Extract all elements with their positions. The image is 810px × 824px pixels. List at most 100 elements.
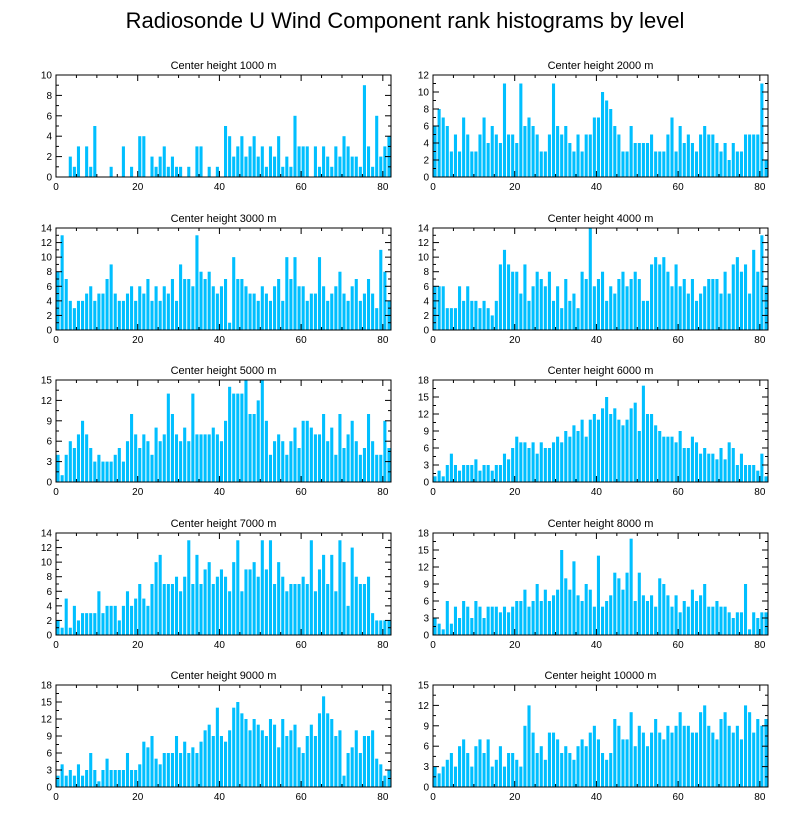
histogram-bar: [244, 286, 248, 330]
y-tick-label: 6: [423, 444, 429, 455]
histogram-bar: [162, 146, 166, 177]
histogram-bar: [760, 612, 764, 635]
histogram-bar: [228, 386, 232, 482]
x-tick-label: 40: [591, 640, 603, 651]
y-tick-label: 15: [418, 546, 430, 557]
histogram-bar: [645, 143, 650, 177]
histogram-bar: [240, 136, 244, 177]
histogram-bar: [305, 146, 309, 177]
histogram-bar: [273, 286, 277, 330]
histogram-bar: [281, 300, 285, 330]
histogram-bar: [458, 618, 462, 635]
histogram-bar: [72, 308, 76, 330]
histogram-bar: [183, 741, 187, 787]
histogram-bar: [179, 264, 183, 330]
y-tick-label: 0: [46, 326, 52, 337]
histogram-bar: [462, 465, 466, 482]
histogram-bar: [248, 569, 252, 635]
histogram-bar: [322, 286, 326, 330]
histogram-bar: [723, 712, 727, 787]
histogram-bar: [236, 146, 240, 177]
histogram-bar: [162, 434, 166, 482]
histogram-bar: [445, 759, 449, 787]
histogram-bar: [317, 166, 322, 177]
histogram-bar: [121, 770, 125, 787]
y-tick-label: 0: [46, 478, 52, 489]
x-tick-label: 80: [377, 640, 389, 651]
histogram-bar: [199, 434, 203, 482]
histogram-bar: [154, 562, 158, 635]
histogram-bar: [507, 459, 511, 482]
histogram-bar: [56, 454, 60, 482]
histogram-bar: [228, 591, 232, 635]
histogram-bar: [203, 730, 207, 787]
histogram-bar: [236, 393, 240, 482]
histogram-bar: [248, 146, 252, 177]
histogram-bar: [146, 279, 150, 330]
histogram-bar: [731, 448, 735, 482]
histogram-bar: [560, 308, 564, 330]
histogram-bar: [743, 705, 748, 787]
histogram-bar: [252, 414, 256, 482]
histogram-bar: [494, 759, 498, 787]
histogram-bar: [576, 746, 580, 787]
histogram-bar: [72, 448, 76, 482]
y-tick-label: 12: [41, 396, 53, 407]
histogram-bar: [662, 584, 666, 635]
histogram-bar: [268, 454, 273, 482]
histogram-bar: [166, 753, 170, 787]
histogram-bar: [625, 419, 629, 482]
histogram-bar: [699, 453, 703, 482]
histogram-bar: [375, 454, 379, 482]
x-tick-label: 80: [754, 792, 766, 803]
histogram-bar: [199, 146, 203, 177]
histogram-bar: [187, 753, 191, 787]
histogram-bar: [490, 315, 494, 330]
histogram-bar: [686, 293, 690, 330]
histogram-bar: [494, 300, 498, 330]
histogram-bar: [743, 264, 748, 330]
histogram-bar: [580, 151, 584, 177]
histogram-bar: [162, 286, 166, 330]
histogram-bar: [625, 151, 629, 177]
histogram-bar: [174, 434, 179, 482]
histogram-bar: [93, 126, 97, 177]
histogram-bar: [498, 746, 502, 787]
y-tick-label: 3: [46, 766, 52, 777]
histogram-bar: [478, 739, 482, 787]
histogram-bar: [170, 414, 174, 482]
histogram-bar: [502, 453, 507, 482]
y-tick-label: 4: [423, 296, 429, 307]
histogram-bar: [121, 146, 125, 177]
histogram-bar: [470, 465, 474, 482]
histogram-bar: [670, 286, 674, 330]
histogram-bar: [719, 151, 723, 177]
histogram-bar: [719, 719, 723, 787]
histogram-bar: [301, 146, 305, 177]
histogram-bar: [211, 286, 215, 330]
histogram-bar: [121, 461, 125, 482]
histogram-bar: [743, 465, 748, 482]
histogram-bar: [752, 465, 756, 482]
histogram-bar: [342, 775, 346, 787]
histogram-bar: [703, 448, 707, 482]
histogram-bar: [629, 126, 633, 177]
histogram-bar: [466, 134, 470, 177]
histogram-bar: [125, 753, 130, 787]
histogram-bar: [596, 555, 600, 635]
histogram-bar: [334, 146, 338, 177]
histogram-bar: [301, 286, 305, 330]
histogram-bar: [588, 419, 592, 482]
histogram-bar: [694, 300, 699, 330]
histogram-bar: [191, 747, 195, 787]
y-tick-label: 6: [46, 111, 52, 122]
y-tick-label: 9: [423, 427, 429, 438]
histogram-bar: [93, 770, 97, 787]
histogram-bar: [449, 753, 453, 787]
histogram-bar: [101, 461, 105, 482]
histogram-bar: [68, 770, 72, 787]
y-tick-label: 12: [41, 715, 53, 726]
histogram-bar: [236, 279, 240, 330]
y-tick-label: 9: [423, 721, 429, 732]
histogram-bar: [326, 156, 330, 177]
